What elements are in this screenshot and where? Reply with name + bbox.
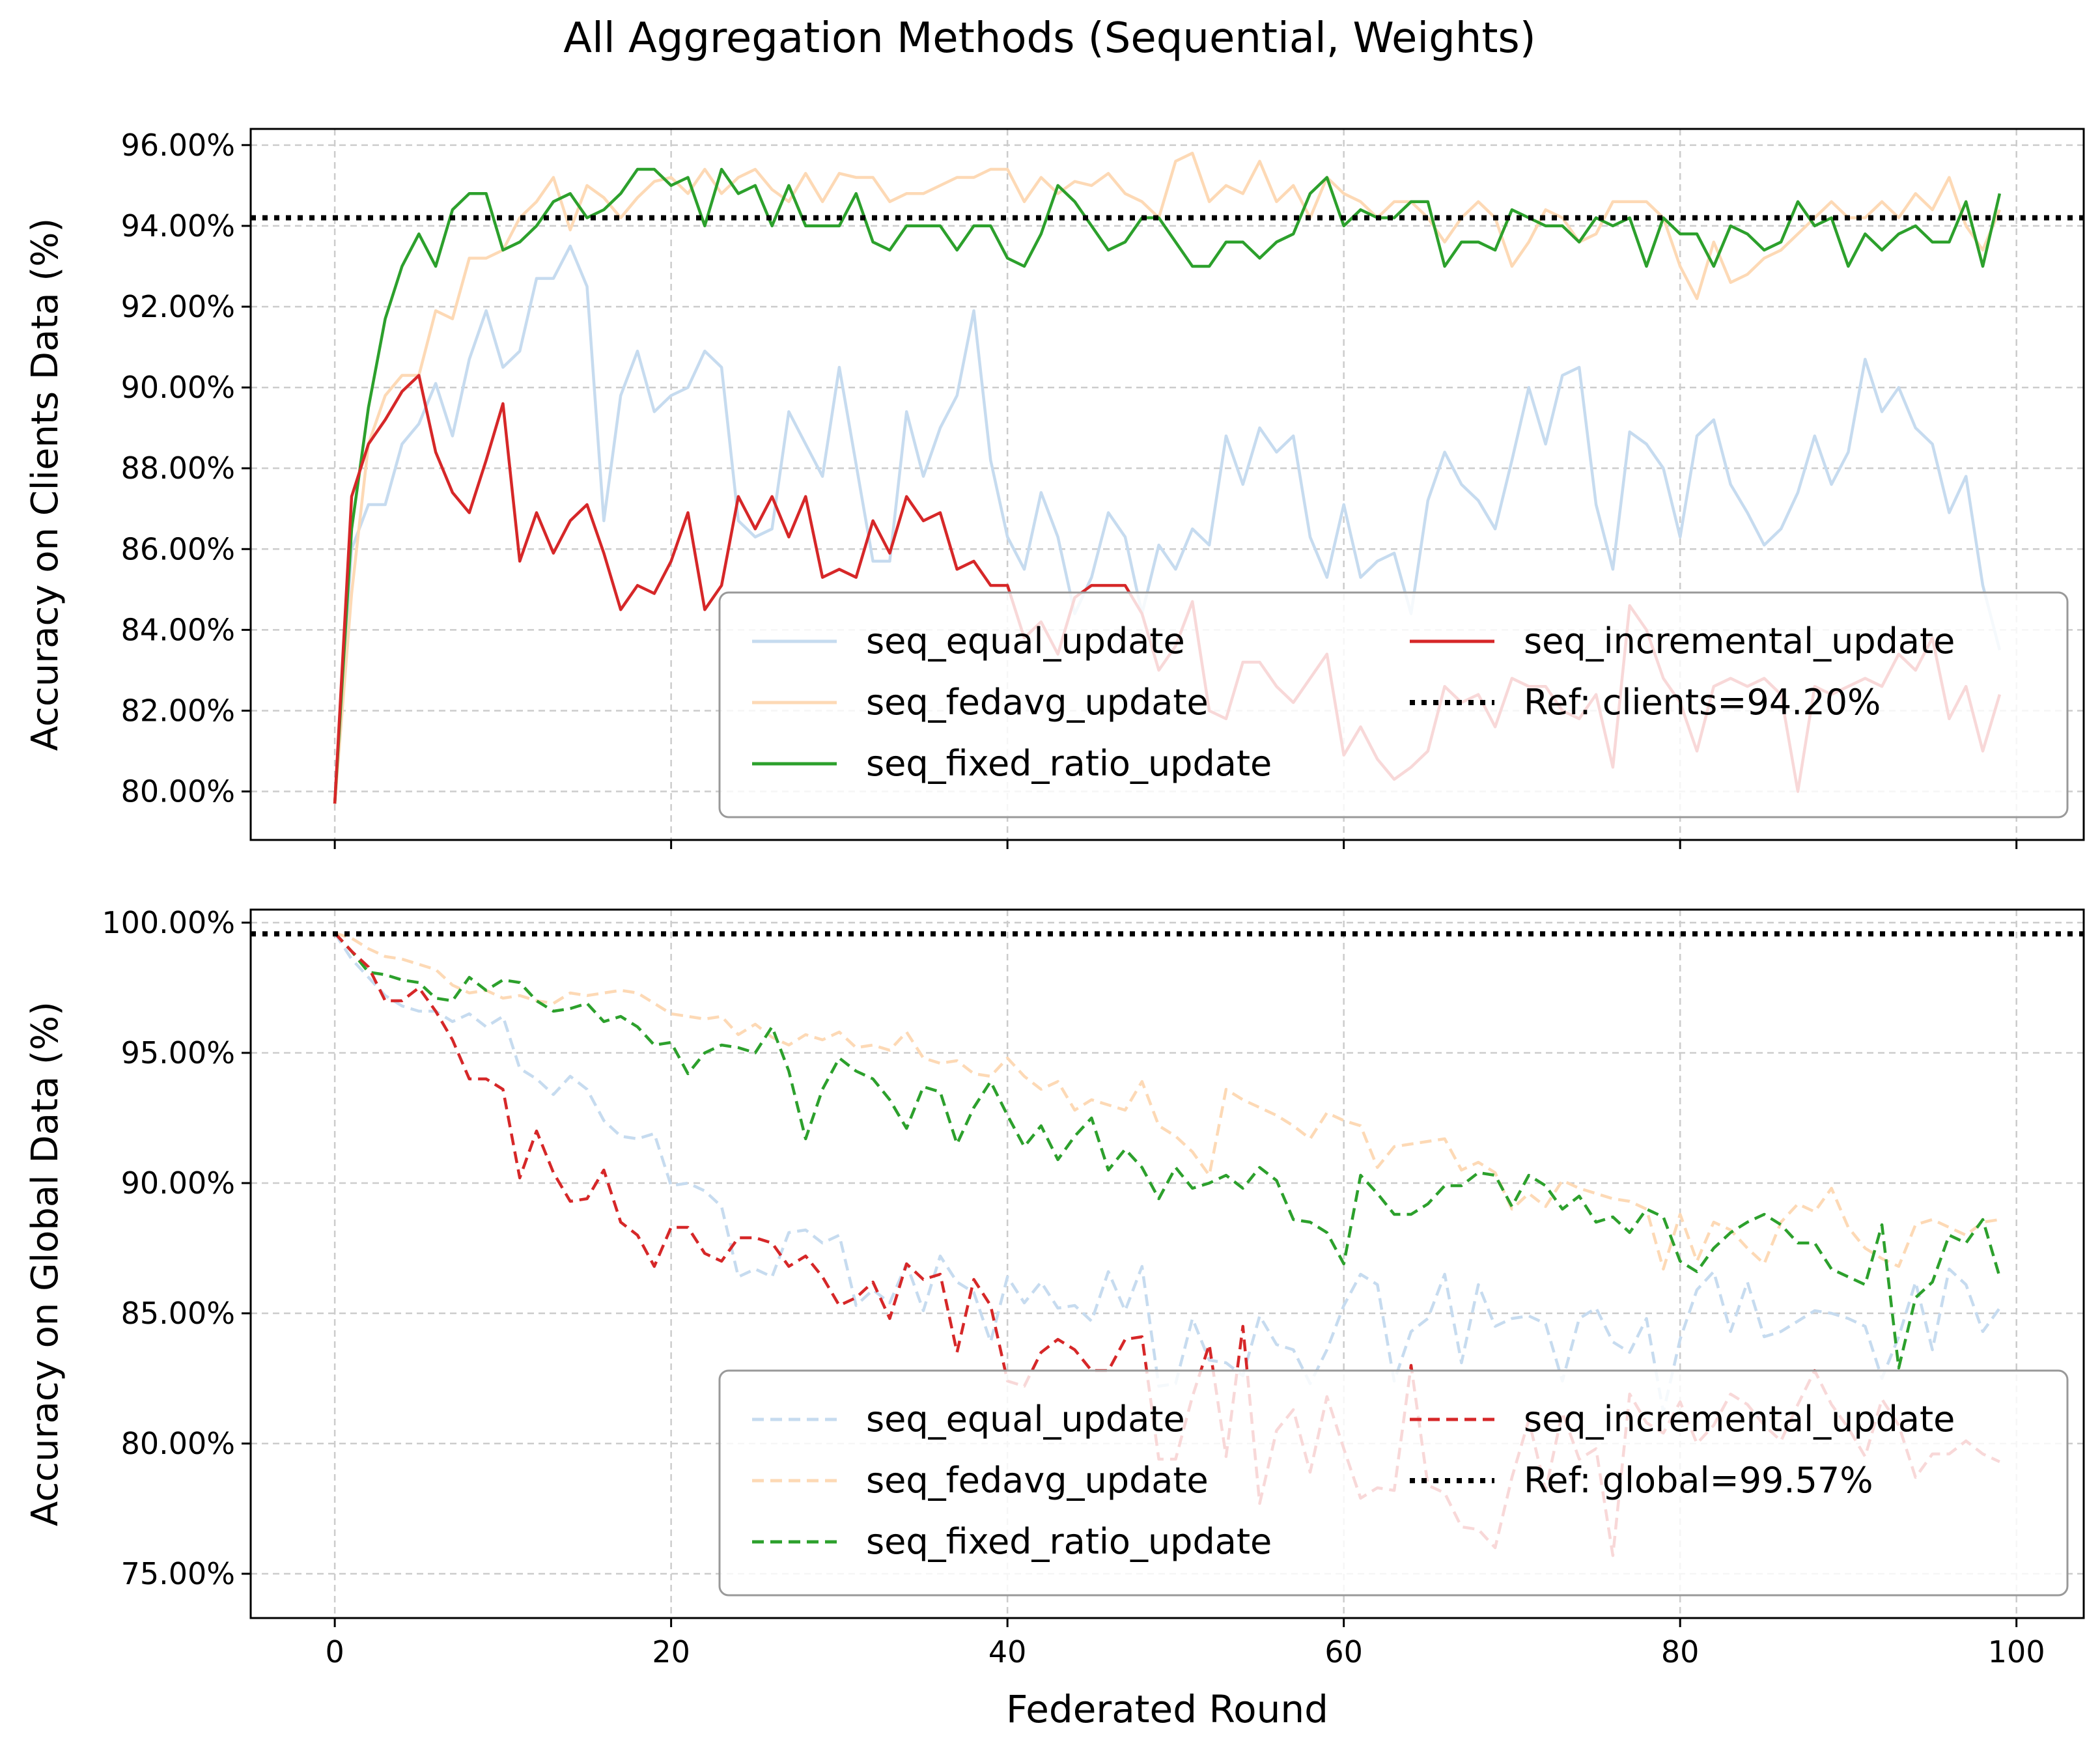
- x-tick-label: 0: [325, 1634, 344, 1669]
- legend-entry-seq_incremental_update-label: seq_incremental_update: [1524, 621, 1955, 662]
- series-line-seq_fedavg_update: [334, 931, 2000, 1271]
- series-line-seq_equal_update: [333, 244, 2002, 804]
- y-tick-label: 80.00%: [121, 1426, 235, 1461]
- y-tick-label: 88.00%: [121, 451, 235, 486]
- y-axis-label: Accuracy on Clients Data (%): [24, 218, 66, 751]
- y-tick-label: 82.00%: [121, 693, 235, 728]
- legend-entry-seq_fixed_ratio_update-label: seq_fixed_ratio_update: [866, 743, 1272, 784]
- figure-title: All Aggregation Methods (Sequential, Wei…: [563, 14, 1535, 63]
- x-tick-label: 100: [1988, 1634, 2045, 1669]
- clients-accuracy-panel: 80.00% 82.00% 84.00% 86.00% 88.00% 90.00% 92.0…: [24, 128, 2085, 849]
- y-tick-label: 86.00%: [121, 531, 235, 566]
- legend-entry-seq_fedavg_update-label: seq_fedavg_update: [866, 1460, 1209, 1501]
- axes-frame: [249, 908, 2085, 1619]
- legend: seq_equal_update seq_fedavg_update seq_fix…: [718, 591, 2069, 818]
- axes-frame: [249, 128, 2085, 841]
- x-tick-label: 80: [1661, 1634, 1700, 1669]
- legend-entry-seq_fedavg_update-label: seq_fedavg_update: [866, 682, 1209, 723]
- legend-entry-reference-label: Ref: global=99.57%: [1524, 1460, 1873, 1501]
- y-axis-label: Accuracy on Global Data (%): [24, 1001, 66, 1526]
- y-tick-label: 96.00%: [121, 128, 235, 163]
- y-tick-label: 75.00%: [121, 1556, 235, 1591]
- legend-entry-seq_equal_update-label: seq_equal_update: [866, 1399, 1185, 1440]
- legend-entry-seq_fixed_ratio_update-label: seq_fixed_ratio_update: [866, 1521, 1272, 1562]
- y-tick-label: 85.00%: [121, 1296, 235, 1331]
- series-line-seq_fixed_ratio_update: [333, 932, 2002, 1370]
- legend-box: [718, 1369, 2069, 1597]
- x-tick-label: 60: [1324, 1634, 1363, 1669]
- series-line-seq_fixed_ratio_update: [333, 167, 2002, 804]
- y-tick-label: 84.00%: [121, 612, 235, 647]
- y-tick-label: 95.00%: [121, 1035, 235, 1070]
- x-tick-label: 20: [652, 1634, 690, 1669]
- legend: seq_equal_update seq_fedavg_update seq_fix…: [718, 1369, 2069, 1597]
- y-tick-label: 100.00%: [102, 905, 235, 940]
- y-tick-label: 94.00%: [121, 208, 235, 244]
- y-tick-label: 80.00%: [121, 774, 235, 809]
- legend-entry-seq_equal_update-label: seq_equal_update: [866, 621, 1185, 662]
- global-accuracy-panel: 75.00% 80.00% 85.00% 90.00% 95.00% 100.00% 0 20…: [24, 905, 2085, 1731]
- y-tick-label: 90.00%: [121, 370, 235, 405]
- legend-box: [718, 591, 2069, 818]
- y-tick-label: 90.00%: [121, 1166, 235, 1201]
- x-tick-label: 40: [988, 1634, 1027, 1669]
- legend-entry-reference-label: Ref: clients=94.20%: [1524, 682, 1881, 723]
- x-axis-label: Federated Round: [1006, 1687, 1328, 1731]
- legend-entry-seq_incremental_update-label: seq_incremental_update: [1524, 1399, 1955, 1440]
- series-line-seq_fedavg_update: [333, 151, 2001, 804]
- y-tick-label: 92.00%: [121, 289, 235, 324]
